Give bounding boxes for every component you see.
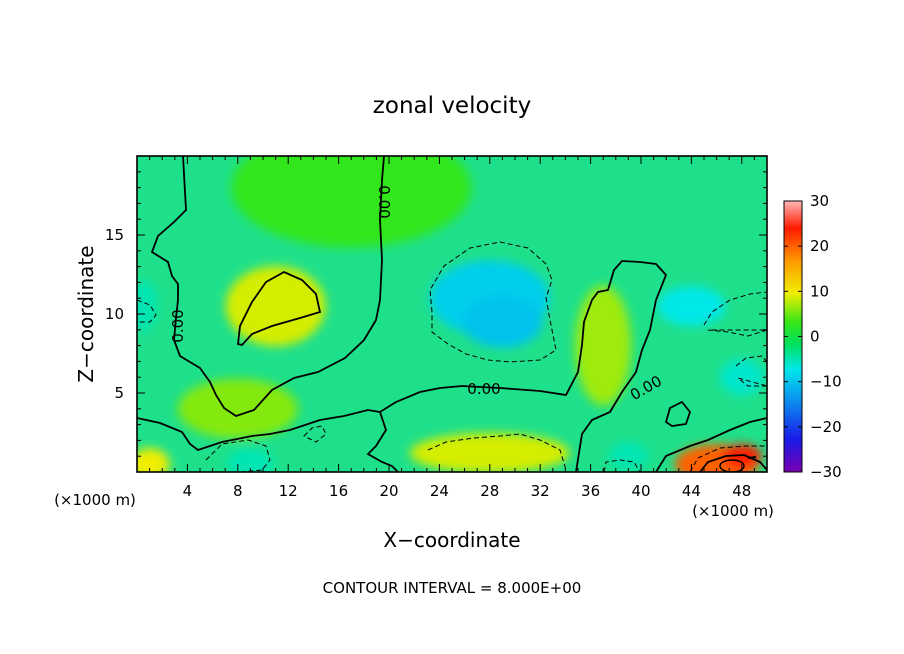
velocity-feature <box>231 156 472 248</box>
contour-line-negative <box>735 355 767 387</box>
velocity-feature <box>721 444 762 469</box>
contour-line-negative <box>703 291 767 337</box>
x-tick-label: 4 <box>183 482 193 500</box>
x-tick-label: 48 <box>732 482 751 500</box>
velocity-feature <box>462 295 543 348</box>
y-axis-label: Z−coordinate <box>74 245 98 382</box>
x-tick-labels: 4 8 12 16 20 24 28 32 36 40 44 48 <box>183 482 752 500</box>
contour-line-negative <box>303 425 327 443</box>
velocity-feature <box>177 378 298 439</box>
y-tick-label: 10 <box>105 305 124 323</box>
colorbar-tick-label: 20 <box>810 237 829 255</box>
y-tick-labels: 5 10 15 <box>105 226 124 402</box>
velocity-field <box>137 156 764 472</box>
colorbar-tick-label: 30 <box>810 192 829 210</box>
colorbar-tick-label: −30 <box>810 463 842 481</box>
contour-labels: 0.000.000.00 0.00 <box>169 185 665 404</box>
contour-line-negative <box>427 433 567 471</box>
x-unit-right: (×1000 m) <box>692 502 774 520</box>
x-tick-label: 44 <box>682 482 701 500</box>
velocity-feature <box>225 266 326 347</box>
contour-line-positive <box>719 459 745 472</box>
x-tick-label: 12 <box>279 482 298 500</box>
contour-line-negative <box>603 459 641 472</box>
contour-label: 0.00 <box>467 380 500 398</box>
x-tick-label: 16 <box>329 482 348 500</box>
contour-interval-note: CONTOUR INTERVAL = 8.000E+00 <box>323 579 582 597</box>
contour-line-zero <box>237 270 322 347</box>
x-unit-left: (×1000 m) <box>54 491 136 509</box>
x-axis-label: X−coordinate <box>383 528 520 552</box>
contour-line-negative <box>137 299 157 323</box>
contour-line-zero <box>379 260 668 472</box>
colorbar: 30 20 10 0 −10 −20 −30 <box>783 192 842 481</box>
plot-area: 0.000.000.00 0.00 <box>136 155 768 473</box>
x-tick-label: 24 <box>430 482 449 500</box>
x-tick-label: 32 <box>531 482 550 500</box>
contour-line-zero <box>137 409 399 472</box>
velocity-feature <box>409 433 570 472</box>
contour-line-zero <box>150 156 385 417</box>
y-tick-label: 5 <box>114 384 124 402</box>
contour-line-negative <box>205 439 271 472</box>
x-tick-label: 8 <box>233 482 243 500</box>
velocity-feature <box>608 442 649 471</box>
colorbar-tick-label: 10 <box>810 282 829 300</box>
y-tick-label: 15 <box>105 226 124 244</box>
velocity-feature <box>137 448 170 472</box>
contour-line-zero <box>699 454 767 472</box>
velocity-feature <box>575 285 632 406</box>
x-tick-label: 36 <box>581 482 600 500</box>
contour-lines <box>137 156 767 472</box>
chart-title: zonal velocity <box>373 93 531 119</box>
contour-line-zero <box>664 400 692 427</box>
contour-line-positive <box>747 456 757 459</box>
contour-line-negative <box>429 241 557 363</box>
x-tick-label: 28 <box>480 482 499 500</box>
contour-label: 0.00 <box>375 185 393 218</box>
colorbar-tick-label: −10 <box>810 373 842 391</box>
velocity-feature <box>719 359 764 396</box>
contour-label: 0.00 <box>169 309 187 342</box>
contour-line-negative <box>689 445 767 472</box>
velocity-feature <box>657 286 726 327</box>
x-tick-label: 40 <box>631 482 650 500</box>
colorbar-ticks: 30 20 10 0 −10 −20 −30 <box>784 192 842 481</box>
axis-ticks <box>137 156 767 472</box>
contour-line-zero <box>655 417 767 472</box>
colorbar-tick-label: −20 <box>810 418 842 436</box>
x-tick-label: 20 <box>379 482 398 500</box>
velocity-feature <box>226 448 275 472</box>
colorbar-tick-label: 0 <box>810 328 820 346</box>
velocity-feature <box>137 280 158 333</box>
